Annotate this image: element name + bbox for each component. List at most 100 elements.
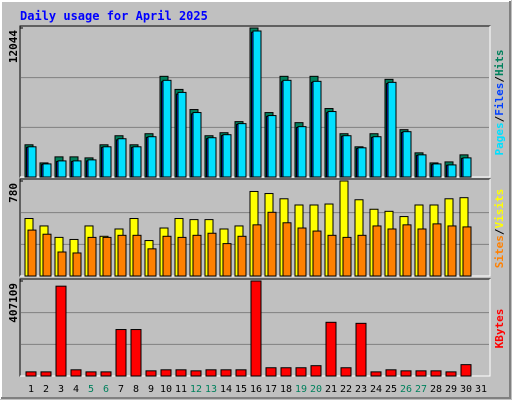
bar — [27, 229, 37, 277]
x-tick-label: 5 — [88, 384, 94, 395]
chart-title: Daily usage for April 2025 — [20, 9, 208, 23]
bar — [70, 369, 82, 377]
bar — [267, 211, 277, 277]
bar — [57, 251, 67, 277]
x-tick-label: 18 — [280, 384, 292, 395]
x-tick-label: 3 — [58, 384, 64, 395]
legend-separator: / — [493, 115, 506, 122]
x-tick-label: 9 — [148, 384, 154, 395]
bar — [312, 80, 322, 178]
x-tick-label: 15 — [235, 384, 247, 395]
bar — [282, 79, 292, 178]
bar — [402, 131, 412, 178]
bar — [252, 30, 262, 178]
bar — [87, 236, 97, 277]
bar — [295, 367, 307, 377]
legend-entry: Pages — [493, 122, 506, 155]
bar — [267, 115, 277, 178]
bar — [252, 224, 262, 277]
bar — [265, 367, 277, 377]
x-tick-label: 21 — [325, 384, 337, 395]
bar — [447, 225, 457, 277]
legend-entry: Files — [493, 83, 506, 116]
bar — [102, 236, 112, 277]
bar — [130, 329, 142, 377]
bar — [177, 91, 187, 178]
legend: KBytes — [493, 309, 506, 349]
x-tick-label: 7 — [118, 384, 124, 395]
bar — [55, 285, 67, 377]
bar — [102, 146, 112, 178]
bar — [372, 136, 382, 178]
x-tick-label: 8 — [133, 384, 139, 395]
bar — [85, 371, 97, 377]
bar — [117, 138, 127, 178]
bar — [190, 370, 202, 377]
bar — [162, 235, 172, 277]
x-tick-label: 25 — [385, 384, 397, 395]
bar — [282, 222, 292, 277]
bar — [222, 243, 232, 277]
bar — [297, 126, 307, 178]
bar — [357, 234, 367, 277]
bar — [160, 369, 172, 377]
bar — [72, 160, 82, 178]
bar — [325, 321, 337, 377]
x-tick-label: 17 — [265, 384, 277, 395]
x-tick-label: 30 — [460, 384, 472, 395]
bar — [42, 233, 52, 277]
legend-separator: / — [493, 76, 506, 83]
x-tick-label: 29 — [445, 384, 457, 395]
bar — [40, 371, 52, 377]
bar — [342, 236, 352, 277]
bar — [355, 322, 367, 377]
x-tick-label: 1 — [28, 384, 34, 395]
x-tick-label: 23 — [355, 384, 367, 395]
bar — [400, 370, 412, 377]
bar — [372, 225, 382, 277]
bar — [417, 154, 427, 178]
x-tick-label: 27 — [415, 384, 427, 395]
bar — [370, 371, 382, 377]
x-tick-label: 20 — [310, 384, 322, 395]
y-tick-label: 12044 — [7, 30, 20, 63]
bar — [310, 365, 322, 377]
bar — [387, 81, 397, 178]
x-tick-label: 10 — [160, 384, 172, 395]
legend-entry: KBytes — [493, 309, 506, 349]
bar — [222, 134, 232, 178]
legend-entry: Sites — [493, 235, 506, 268]
legend: Pages/Files/Hits — [493, 50, 506, 156]
y-tick-label: 407109 — [7, 283, 20, 323]
bar — [385, 369, 397, 377]
legend: Sites/Visits — [493, 189, 506, 269]
bar — [145, 370, 157, 377]
bar — [432, 163, 442, 178]
bar — [115, 329, 127, 377]
bar — [147, 136, 157, 178]
bar — [357, 147, 367, 178]
bar — [462, 157, 472, 178]
legend-entry: Visits — [493, 189, 506, 229]
bar — [402, 224, 412, 277]
bar — [220, 369, 232, 377]
x-tick-label: 19 — [295, 384, 307, 395]
bar — [430, 370, 442, 377]
bar — [447, 164, 457, 178]
bar — [327, 234, 337, 277]
bar — [462, 226, 472, 277]
bar — [340, 367, 352, 377]
bar — [237, 123, 247, 178]
bar — [162, 79, 172, 178]
bar — [42, 163, 52, 178]
x-tick-label: 26 — [400, 384, 412, 395]
x-tick-label: 24 — [370, 384, 382, 395]
x-tick-label: 14 — [220, 384, 232, 395]
x-tick-label: 16 — [250, 384, 262, 395]
bar — [237, 235, 247, 277]
bar — [312, 230, 322, 277]
bar — [207, 232, 217, 277]
legend-entry: Hits — [493, 50, 506, 77]
